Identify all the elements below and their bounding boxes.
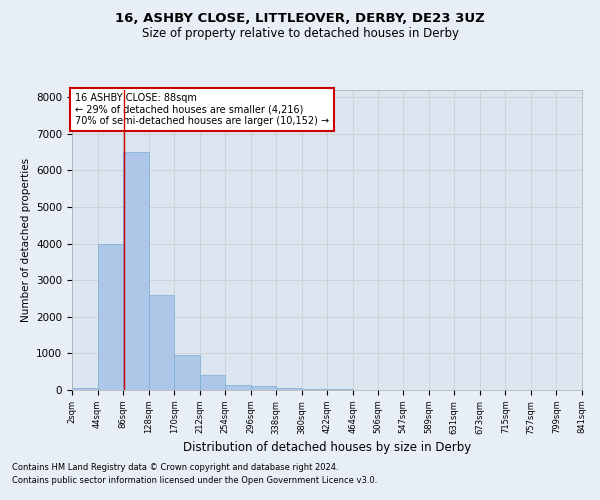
Bar	[149, 295, 174, 390]
Text: Contains public sector information licensed under the Open Government Licence v3: Contains public sector information licen…	[12, 476, 377, 485]
Text: Contains HM Land Registry data © Crown copyright and database right 2024.: Contains HM Land Registry data © Crown c…	[12, 464, 338, 472]
Y-axis label: Number of detached properties: Number of detached properties	[20, 158, 31, 322]
Bar	[251, 386, 276, 390]
Bar	[225, 384, 251, 390]
Bar	[302, 389, 328, 390]
Bar	[200, 376, 225, 390]
Bar	[276, 388, 302, 390]
X-axis label: Distribution of detached houses by size in Derby: Distribution of detached houses by size …	[183, 440, 471, 454]
Text: Size of property relative to detached houses in Derby: Size of property relative to detached ho…	[142, 28, 458, 40]
Bar	[174, 355, 200, 390]
Bar	[123, 152, 149, 390]
Text: 16, ASHBY CLOSE, LITTLEOVER, DERBY, DE23 3UZ: 16, ASHBY CLOSE, LITTLEOVER, DERBY, DE23…	[115, 12, 485, 26]
Bar	[98, 244, 123, 390]
Bar	[72, 388, 98, 390]
Text: 16 ASHBY CLOSE: 88sqm
← 29% of detached houses are smaller (4,216)
70% of semi-d: 16 ASHBY CLOSE: 88sqm ← 29% of detached …	[74, 93, 329, 126]
